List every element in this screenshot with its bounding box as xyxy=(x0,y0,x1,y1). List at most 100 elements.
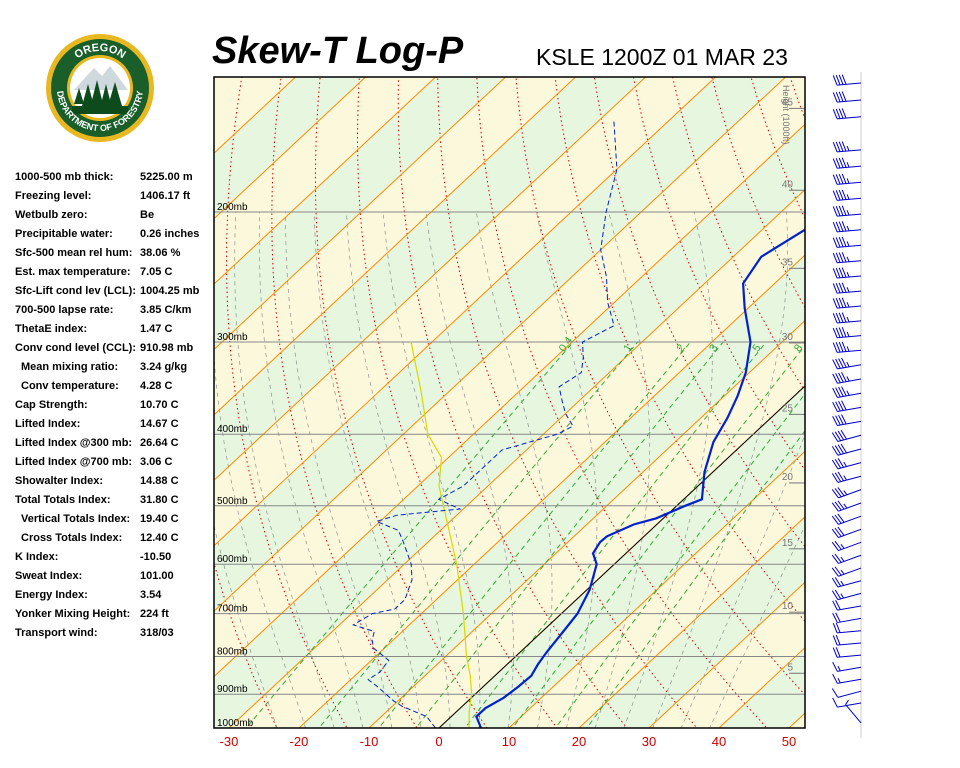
stat-row: Sweat Index: 101.00 xyxy=(15,567,225,586)
mixing-ratio-label: 2 xyxy=(674,342,687,354)
stat-row: Conv temperature: 4.28 C xyxy=(15,377,225,396)
dry-adiabat xyxy=(397,77,628,728)
stat-value: -10.50 xyxy=(140,551,172,563)
wind-barb xyxy=(832,141,862,153)
stat-value: 1406.17 ft xyxy=(140,190,191,202)
wind-barb xyxy=(832,252,862,264)
stat-row: Precipitable water: 0.26 inches xyxy=(15,225,225,244)
stat-value: 3.06 C xyxy=(140,456,173,468)
stat-label: Transport wind: xyxy=(15,627,98,639)
stat-label: Conv cond level (CCL): xyxy=(15,342,137,354)
isotherm-line xyxy=(648,581,805,728)
x-tick-label: -20 xyxy=(290,734,309,749)
x-tick-label: 30 xyxy=(642,734,656,749)
dry-adiabat xyxy=(839,0,960,747)
isotherm-line xyxy=(214,77,577,416)
dry-adiabat xyxy=(947,0,960,747)
isotherm-line xyxy=(298,254,805,728)
stat-label: Freezing level: xyxy=(15,190,92,202)
wind-barb xyxy=(832,612,862,624)
moist-adiabat xyxy=(709,524,805,728)
stat-value: 0.26 inches xyxy=(140,228,200,240)
stat-row: 700-500 lapse rate: 3.85 C/km xyxy=(15,301,225,320)
mixing-ratio-line xyxy=(245,341,574,728)
pressure-label: 1000mb xyxy=(217,718,254,729)
height-axis-label: Height (1000ft) xyxy=(781,85,791,145)
parcel-path-line xyxy=(410,341,473,728)
stat-row: 1000-500 mb thick: 5225.00 m xyxy=(15,168,225,187)
stat-row: Lifted Index @700 mb: 3.06 C xyxy=(15,453,225,472)
wind-barb xyxy=(832,673,862,684)
isotherm-band xyxy=(214,124,805,728)
wind-barb xyxy=(832,697,862,708)
stat-value: 318/03 xyxy=(140,627,174,639)
pressure-label: 300mb xyxy=(217,332,248,343)
stat-row: K Index: -10.50 xyxy=(15,548,225,567)
stat-value: 38.06 % xyxy=(140,247,181,259)
stat-label: Wetbulb zero: xyxy=(15,209,88,221)
wind-barb xyxy=(832,157,862,169)
stat-row: Energy Index: 3.54 xyxy=(15,586,225,605)
dewpoint-line xyxy=(352,119,618,728)
wind-barb xyxy=(832,267,862,279)
wind-barb xyxy=(832,312,862,324)
stat-label: Vertical Totals Index: xyxy=(21,513,131,525)
freezing-isotherm xyxy=(438,385,805,728)
stat-value: 10.70 C xyxy=(140,399,179,411)
wind-barb xyxy=(832,661,862,672)
dry-adiabat xyxy=(911,0,960,747)
wind-barb xyxy=(832,400,862,413)
stat-row: Lifted Index: 14.67 C xyxy=(15,415,225,434)
mixing-ratio-label: 5 xyxy=(750,342,763,354)
stat-row: Total Totals Index: 31.80 C xyxy=(15,491,225,510)
plot-area: 0.4 1 2 3 5 8200mb300mb400mb500mb600mb700mb80… xyxy=(214,0,960,747)
sounding-indices-table: 1000-500 mb thick: 5225.00 m Freezing leve… xyxy=(15,168,225,643)
isotherm-line xyxy=(214,77,507,351)
stat-value: 1004.25 mb xyxy=(140,285,200,297)
stat-value: 224 ft xyxy=(140,608,169,620)
isotherm-band xyxy=(839,0,960,747)
stat-value: 7.05 C xyxy=(140,266,173,278)
wind-barb xyxy=(832,341,862,353)
stat-value: 31.80 C xyxy=(140,494,179,506)
wind-barb xyxy=(832,108,862,120)
stat-label: 1000-500 mb thick: xyxy=(15,171,114,183)
wind-barb xyxy=(832,297,862,309)
stat-value: 910.98 mb xyxy=(140,342,194,354)
wind-barb xyxy=(832,634,862,646)
mixing-ratio-label: 8 xyxy=(792,342,805,354)
dry-adiabat xyxy=(633,77,805,471)
height-tick-label: 45 xyxy=(782,97,794,108)
stat-value: 101.00 xyxy=(140,570,174,582)
wind-barb xyxy=(832,91,862,103)
dry-adiabat xyxy=(802,0,960,747)
isotherm-line xyxy=(214,77,437,285)
stat-row: Lifted Index @300 mb: 26.64 C xyxy=(15,434,225,453)
wind-barb xyxy=(831,526,862,538)
wind-barb xyxy=(831,553,862,564)
height-tick-label: 5 xyxy=(787,662,793,673)
mixing-ratio-line xyxy=(554,393,805,728)
isotherm-line xyxy=(214,77,297,154)
stat-label: Est. max temperature: xyxy=(15,266,131,278)
height-tick-label: 20 xyxy=(782,472,794,483)
stat-value: 26.64 C xyxy=(140,437,179,449)
oregon-department-of-forestry-logo: OREGON DEPARTMENT OF FORESTRY xyxy=(44,32,156,144)
isotherm-line xyxy=(578,516,805,728)
wind-barb xyxy=(832,236,862,248)
isotherm-line xyxy=(214,77,787,612)
wind-barb xyxy=(832,647,862,658)
stat-label: Precipitable water: xyxy=(15,228,113,240)
stat-label: K Index: xyxy=(15,551,59,563)
wind-barb xyxy=(832,372,862,384)
stat-value: 5225.00 m xyxy=(140,171,193,183)
wind-barb xyxy=(832,189,862,201)
moist-adiabat xyxy=(623,211,713,728)
wind-barb xyxy=(832,205,862,217)
pressure-label: 200mb xyxy=(217,202,248,213)
wind-barb xyxy=(832,282,862,294)
stat-label: ThetaE index: xyxy=(15,323,88,335)
dry-adiabat xyxy=(271,77,418,728)
pressure-label: 800mb xyxy=(217,646,248,657)
